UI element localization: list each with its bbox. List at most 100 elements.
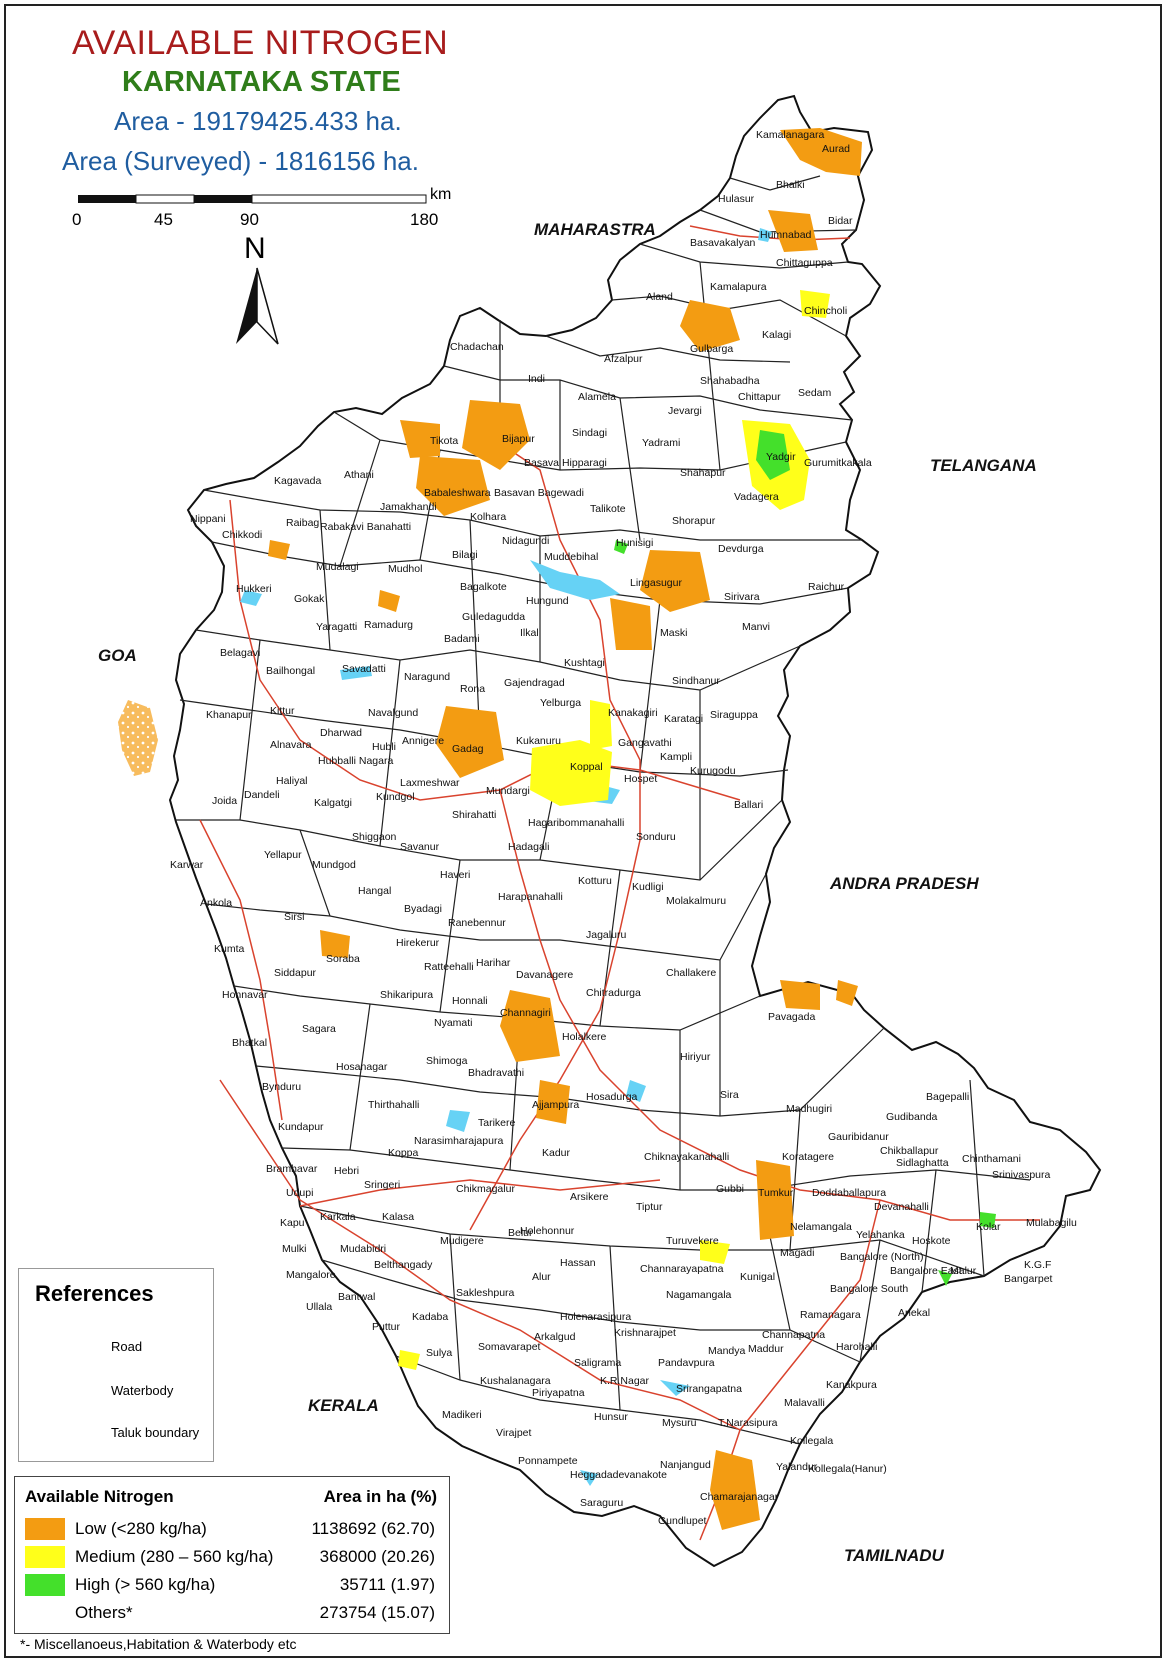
- taluk-label: Puttur: [372, 1321, 401, 1333]
- taluk-label: Shorapur: [672, 515, 716, 527]
- taluk-label: Maddur: [748, 1343, 784, 1355]
- taluk-label: Siraguppa: [710, 709, 758, 721]
- taluk-label: Ponnampete: [518, 1455, 578, 1467]
- taluk-label: Koppa: [388, 1147, 419, 1159]
- taluk-label: Gurumitkakala: [804, 457, 872, 469]
- taluk-label: Hosanagar: [336, 1061, 388, 1073]
- taluk-label: Heggadadevanakote: [570, 1469, 667, 1481]
- legend-medium-value: 368000 (20.26): [319, 1547, 435, 1566]
- scale-tick-180: 180: [410, 210, 439, 229]
- taluk-label: Koratagere: [782, 1151, 834, 1163]
- taluk-label: Ramadurg: [364, 619, 413, 631]
- taluk-label: Aland: [646, 291, 673, 303]
- taluk-label: Devdurga: [718, 543, 764, 555]
- legend-low-value: 1138692 (62.70): [311, 1519, 435, 1538]
- taluk-label: Hubballi Nagara: [318, 755, 393, 767]
- taluk-label: Bagepalli: [926, 1091, 969, 1103]
- taluk-label: Ballari: [734, 799, 763, 811]
- nitrogen-legend: Available Nitrogen Area in ha (%) Low (<…: [14, 1476, 450, 1634]
- taluk-label: Holalkere: [562, 1031, 607, 1043]
- taluk-label: Kumta: [214, 943, 245, 955]
- taluk-label: Badami: [444, 633, 480, 645]
- taluk-label: Bramhavar: [266, 1163, 318, 1175]
- scale-tick-45: 45: [154, 210, 173, 229]
- taluk-label: Kurugodu: [690, 765, 736, 777]
- taluk-label: Koppal: [570, 761, 603, 773]
- taluk-label: Chikmagalur: [456, 1183, 515, 1195]
- taluk-label: Sedam: [798, 387, 832, 399]
- low-swatch: [25, 1518, 65, 1540]
- taluk-label: Ramanagara: [800, 1309, 861, 1321]
- taluk-label: Hunsur: [594, 1411, 628, 1423]
- taluk-label: Aurad: [822, 143, 850, 155]
- taluk-label: Holenarasipura: [560, 1311, 631, 1323]
- map-title: AVAILABLE NITROGEN: [72, 24, 449, 62]
- taluk-label: Bidar: [828, 215, 853, 227]
- taluk-label: Shimoga: [426, 1055, 468, 1067]
- taluk-label: Ilkal: [520, 627, 539, 639]
- taluk-label: Gangavathi: [618, 737, 672, 749]
- taluk-label: Pandavpura: [658, 1357, 715, 1369]
- legend-header-value: Area in ha (%): [323, 1487, 437, 1506]
- taluk-label: Byadagi: [404, 903, 442, 915]
- taluk-label: Hoskote: [912, 1235, 951, 1247]
- taluk-label: Alamela: [578, 391, 616, 403]
- taluk-label: Hebri: [334, 1165, 359, 1177]
- taluk-label: Vadagera: [734, 491, 779, 503]
- taluk-label: Mulabagilu: [1026, 1217, 1077, 1229]
- taluk-label: Rona: [460, 683, 485, 695]
- taluk-label: Malavalli: [784, 1397, 825, 1409]
- taluk-label: Karatagi: [664, 713, 703, 725]
- scale-unit: km: [430, 186, 452, 203]
- taluk-label: Kanakagiri: [608, 707, 658, 719]
- taluk-labels: Kamalanagara Aurad Bhalki Hulasur Bidar Humna…: [170, 129, 1077, 1527]
- taluk-label: Karkala: [320, 1211, 356, 1223]
- medium-swatch: [25, 1546, 65, 1568]
- taluk-label: Narasimharajapura: [414, 1135, 503, 1147]
- taluk-label: Piriyapatna: [532, 1387, 585, 1399]
- taluk-label: Hungund: [526, 595, 569, 607]
- taluk-label: Kapu: [280, 1217, 305, 1229]
- taluk-label: Yelahanka: [856, 1229, 905, 1241]
- legend-row-low: Low (<280 kg/ha) 1138692 (62.70): [25, 1517, 439, 1541]
- high-nitrogen-patches: [614, 430, 996, 1286]
- taluk-label: Kundgol: [376, 791, 415, 803]
- taluk-label: Belur: [508, 1227, 533, 1239]
- taluk-label: Muddebihal: [544, 551, 598, 563]
- region-telangana: TELANGANA: [930, 456, 1037, 475]
- taluk-label: Gulbarga: [690, 343, 733, 355]
- taluk-label: K.R.Nagar: [600, 1375, 650, 1387]
- taluk-label: Turuvekere: [666, 1235, 719, 1247]
- taluk-label: Shikaripura: [380, 989, 433, 1001]
- taluk-label: Kundapur: [278, 1121, 324, 1133]
- taluk-label: Kamalanagara: [756, 129, 824, 141]
- taluk-label: Harapanahalli: [498, 891, 563, 903]
- taluk-label: Kotturu: [578, 875, 612, 887]
- taluk-label: Kushalanagara: [480, 1375, 551, 1387]
- legend-row-others: Others* 273754 (15.07): [25, 1601, 439, 1625]
- taluk-label: Sakleshpura: [456, 1287, 515, 1299]
- taluk-label: Maski: [660, 627, 687, 639]
- reference-waterbody-label: Waterbody: [111, 1383, 174, 1398]
- taluk-label: Yadrami: [642, 437, 680, 449]
- taluk-label: Mangalore: [286, 1269, 336, 1281]
- scale-tick-0: 0: [72, 210, 82, 229]
- taluk-label: Molakalmuru: [666, 895, 726, 907]
- footnote: *- Miscellanoeus,Habitation & Waterbody …: [20, 1636, 297, 1652]
- taluk-label: Hadagali: [508, 841, 549, 853]
- taluk-label: Saligrama: [574, 1357, 621, 1369]
- taluk-label: Hubli: [372, 741, 396, 753]
- taluk-label: Anekal: [898, 1307, 930, 1319]
- legend-high-value: 35711 (1.97): [339, 1575, 435, 1594]
- taluk-label: Savadatti: [342, 663, 386, 675]
- taluk-label: Sringeri: [364, 1179, 400, 1191]
- north-arrow-icon: [236, 267, 279, 345]
- taluk-label: Hosadurga: [586, 1091, 638, 1103]
- taluk-label: Channagiri: [500, 1007, 551, 1019]
- taluk-label: Somavarapet: [478, 1341, 541, 1353]
- taluk-label: Kalgatgi: [314, 797, 352, 809]
- legend-others-value: 273754 (15.07): [319, 1603, 435, 1622]
- taluk-label: Kampli: [660, 751, 692, 763]
- taluk-label: Mundargi: [486, 785, 530, 797]
